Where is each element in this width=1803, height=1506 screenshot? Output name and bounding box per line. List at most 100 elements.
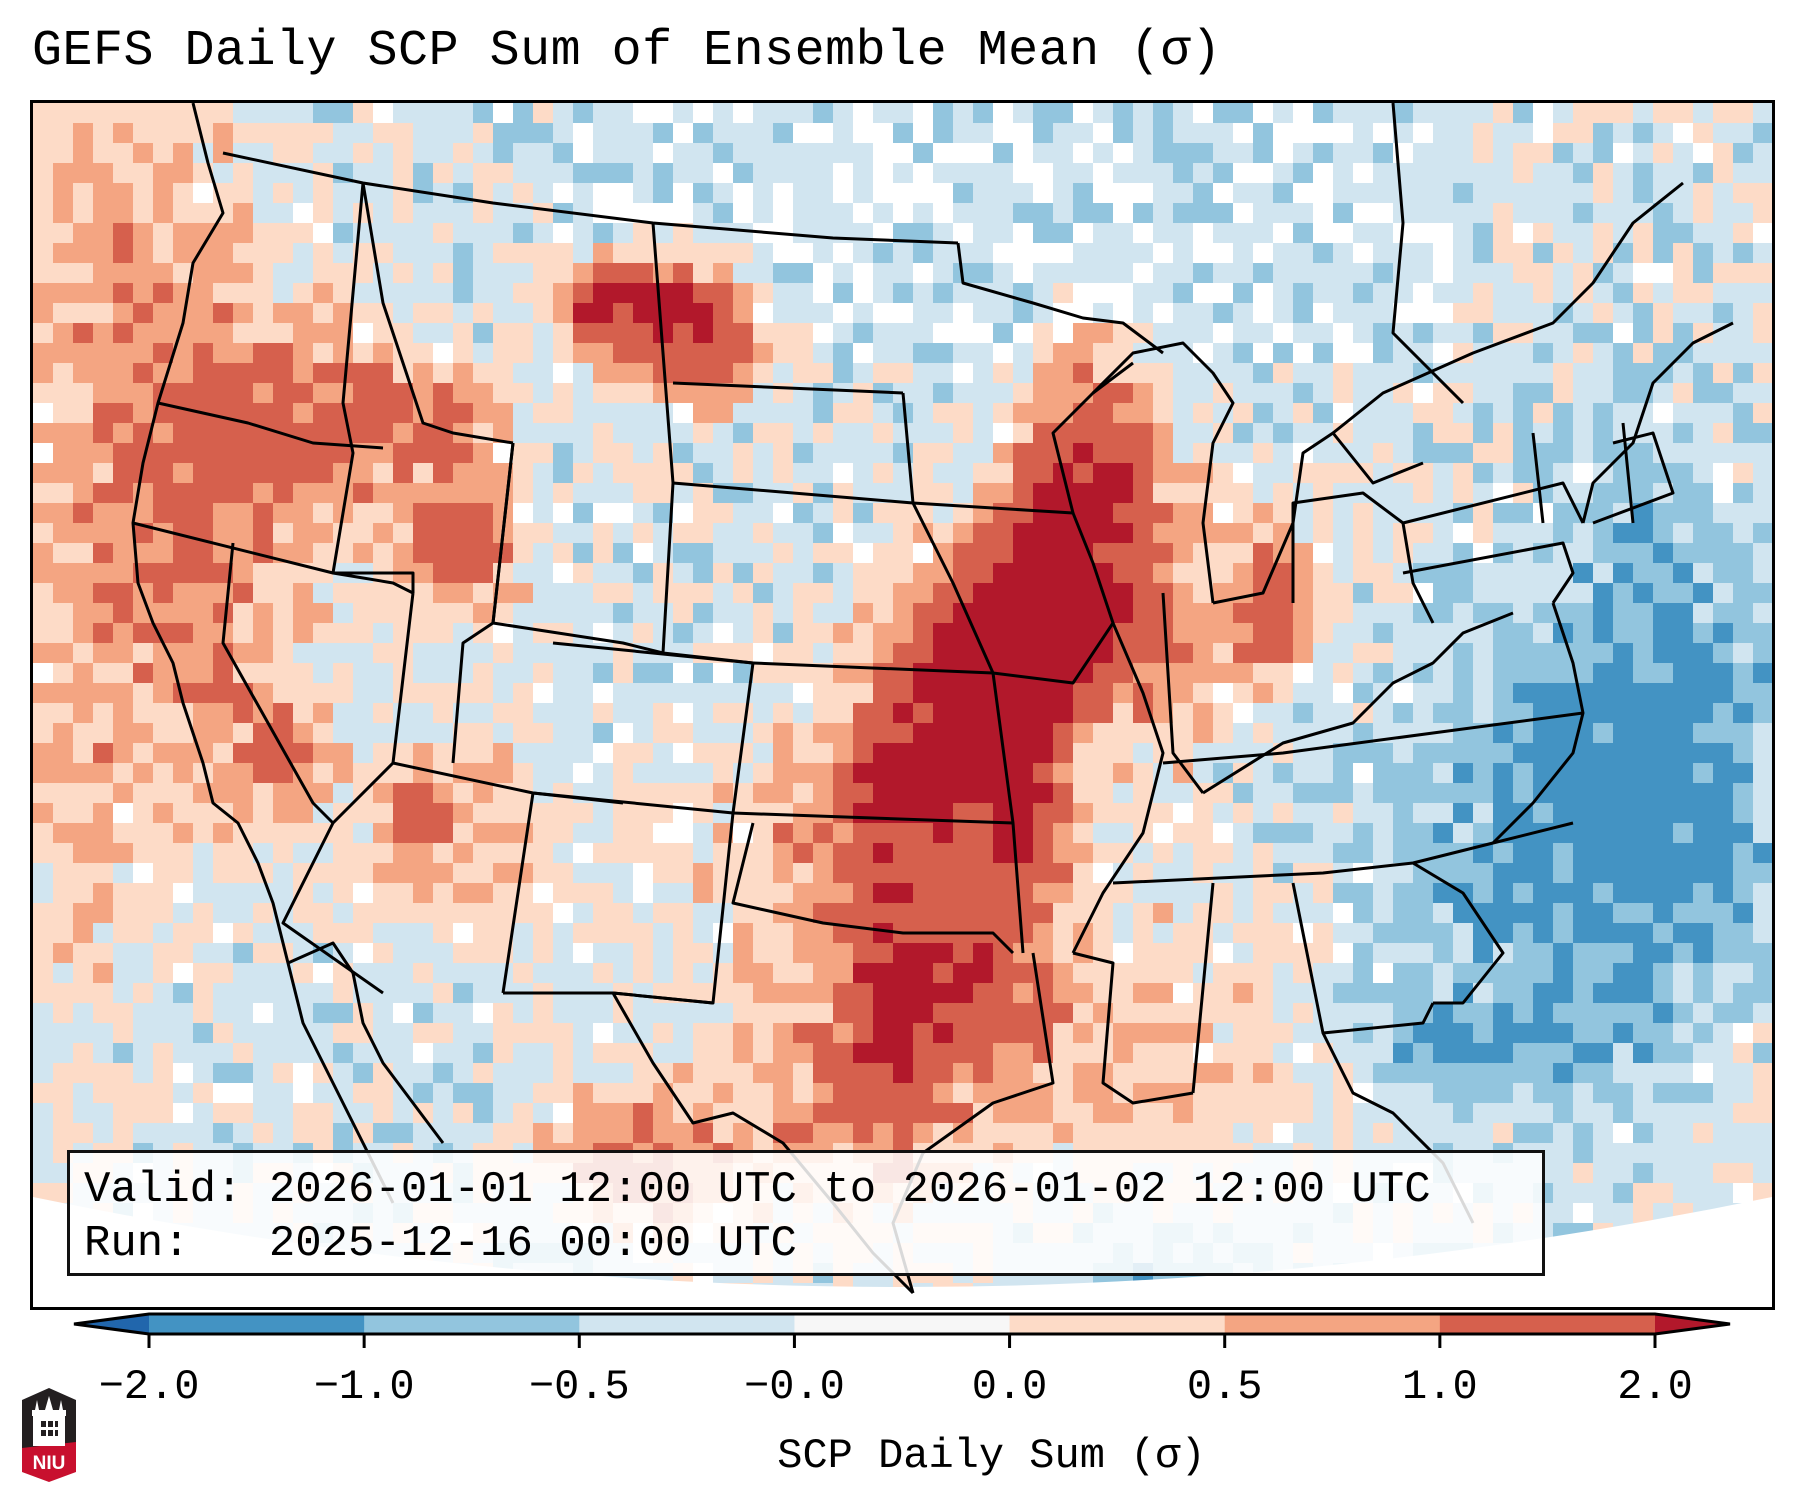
field-cell [1513, 103, 1533, 123]
field-cell [1493, 1083, 1513, 1103]
field-cell [1113, 603, 1133, 623]
field-cell [1533, 603, 1553, 623]
field-cell [273, 563, 293, 583]
field-cell [513, 503, 533, 523]
field-cell [1353, 963, 1373, 983]
field-cell [1233, 783, 1253, 803]
field-cell [473, 543, 493, 563]
field-cell [1373, 343, 1393, 363]
field-cell [213, 643, 233, 663]
field-cell [773, 923, 793, 943]
field-cell [1493, 423, 1513, 443]
field-cell [1213, 883, 1233, 903]
field-cell [913, 603, 933, 623]
field-cell [1373, 563, 1393, 583]
field-cell [1253, 523, 1273, 543]
field-cell [473, 743, 493, 763]
field-cell [853, 563, 873, 583]
field-cell [193, 603, 213, 623]
field-cell [1173, 483, 1193, 503]
field-cell [1093, 663, 1113, 683]
field-cell [633, 843, 653, 863]
field-cell [1533, 1043, 1553, 1063]
field-cell [833, 523, 853, 543]
field-cell [1053, 363, 1073, 383]
field-cell [1753, 943, 1772, 963]
field-cell [973, 1123, 993, 1143]
field-cell [1693, 883, 1713, 903]
field-cell [1513, 443, 1533, 463]
field-cell [1393, 763, 1413, 783]
field-cell [513, 903, 533, 923]
field-cell [113, 123, 133, 143]
field-cell [1113, 183, 1133, 203]
field-cell [1313, 523, 1333, 543]
field-cell [1573, 883, 1593, 903]
field-cell [1133, 903, 1153, 923]
field-cell [153, 263, 173, 283]
field-cell [1493, 623, 1513, 643]
field-cell [713, 1083, 733, 1103]
field-cell [1613, 703, 1633, 723]
field-cell [1613, 983, 1633, 1003]
field-cell [1533, 1063, 1553, 1083]
field-cell [333, 823, 353, 843]
field-cell [93, 483, 113, 503]
field-cell [313, 603, 333, 623]
field-cell [953, 763, 973, 783]
field-cell [753, 423, 773, 443]
field-cell [73, 283, 93, 303]
field-cell [693, 803, 713, 823]
field-cell [53, 663, 73, 683]
field-cell [493, 423, 513, 443]
field-cell [1413, 483, 1433, 503]
field-cell [1013, 163, 1033, 183]
field-cell [1573, 683, 1593, 703]
field-cell [1093, 983, 1113, 1003]
field-cell [73, 983, 93, 1003]
field-cell [1173, 1083, 1193, 1103]
field-cell [333, 403, 353, 423]
field-cell [353, 363, 373, 383]
field-cell [333, 343, 353, 363]
field-cell [1333, 883, 1353, 903]
field-cell [473, 683, 493, 703]
field-cell [553, 1023, 573, 1043]
field-cell [1613, 603, 1633, 623]
field-cell [1273, 183, 1293, 203]
field-cell [153, 663, 173, 683]
field-cell [73, 563, 93, 583]
field-cell [613, 723, 633, 743]
field-cell [733, 163, 753, 183]
field-cell [1313, 923, 1333, 943]
field-cell [333, 1023, 353, 1043]
field-cell [1613, 1123, 1633, 1143]
field-cell [913, 343, 933, 363]
field-cell [653, 283, 673, 303]
field-cell [733, 323, 753, 343]
field-cell [1673, 103, 1693, 123]
field-cell [813, 663, 833, 683]
field-cell [1073, 1123, 1093, 1143]
field-cell [1633, 623, 1653, 643]
field-cell [1593, 983, 1613, 1003]
field-cell [893, 1103, 913, 1123]
field-cell [733, 303, 753, 323]
field-cell [933, 843, 953, 863]
field-cell [713, 263, 733, 283]
field-cell [1153, 963, 1173, 983]
field-cell [373, 823, 393, 843]
field-cell [1653, 803, 1673, 823]
field-cell [893, 283, 913, 303]
field-cell [1413, 383, 1433, 403]
colorbar-ticks [147, 1334, 1657, 1348]
field-cell [1173, 543, 1193, 563]
field-cell [293, 703, 313, 723]
field-cell [1533, 103, 1553, 123]
field-cell [1433, 403, 1453, 423]
field-cell [833, 283, 853, 303]
field-cell [633, 223, 653, 243]
field-cell [633, 203, 653, 223]
field-cell [173, 623, 193, 643]
field-cell [93, 623, 113, 643]
